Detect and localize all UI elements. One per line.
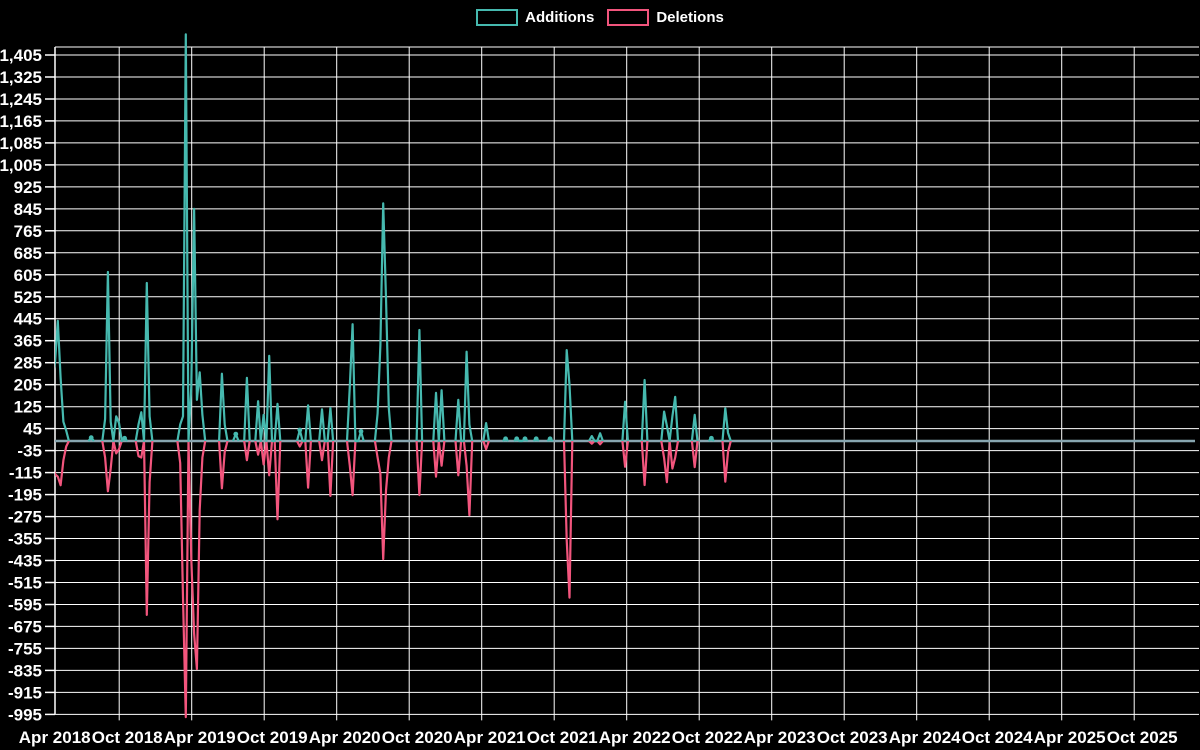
svg-text:Oct 2019: Oct 2019 <box>237 728 308 747</box>
deletions-line <box>55 439 732 719</box>
svg-text:Oct 2023: Oct 2023 <box>817 728 888 747</box>
svg-text:125: 125 <box>14 398 42 417</box>
deletions-swatch-icon <box>607 9 650 26</box>
svg-text:Oct 2020: Oct 2020 <box>382 728 453 747</box>
svg-text:-755: -755 <box>8 639 42 658</box>
svg-text:1,245: 1,245 <box>0 90 42 109</box>
svg-text:-275: -275 <box>8 508 42 527</box>
y-grid-and-labels: 1,405 1,325 1,245 1,165 1,085 1,005 925 845 765 6… <box>0 46 1199 724</box>
svg-text:765: 765 <box>14 222 42 241</box>
svg-text:Apr 2019: Apr 2019 <box>164 728 236 747</box>
svg-text:-595: -595 <box>8 596 42 615</box>
svg-text:-675: -675 <box>8 617 42 636</box>
svg-text:-915: -915 <box>8 683 42 702</box>
svg-text:45: 45 <box>23 420 42 439</box>
legend-item-deletions[interactable]: Deletions <box>607 9 724 26</box>
additions-line <box>55 33 732 443</box>
svg-text:Apr 2024: Apr 2024 <box>889 728 961 747</box>
svg-text:-995: -995 <box>8 705 42 724</box>
svg-text:-515: -515 <box>8 574 42 593</box>
svg-text:Oct 2024: Oct 2024 <box>962 728 1033 747</box>
legend-item-additions[interactable]: Additions <box>476 9 594 26</box>
svg-text:Apr 2023: Apr 2023 <box>744 728 816 747</box>
svg-text:Apr 2025: Apr 2025 <box>1034 728 1106 747</box>
x-grid-and-labels: Apr 2018 Oct 2018 Apr 2019 Oct 2019 Apr 2020… <box>19 47 1178 747</box>
svg-text:845: 845 <box>14 200 42 219</box>
svg-text:925: 925 <box>14 178 42 197</box>
point-markers <box>88 427 714 442</box>
svg-text:365: 365 <box>14 332 42 351</box>
svg-text:Apr 2018: Apr 2018 <box>19 728 91 747</box>
chart-legend: Additions Deletions <box>0 9 1200 26</box>
svg-text:-435: -435 <box>8 552 42 571</box>
svg-text:1,165: 1,165 <box>0 112 42 131</box>
svg-text:-835: -835 <box>8 661 42 680</box>
svg-text:Apr 2021: Apr 2021 <box>454 728 526 747</box>
svg-text:285: 285 <box>14 354 42 373</box>
svg-text:205: 205 <box>14 376 42 395</box>
svg-text:1,005: 1,005 <box>0 156 42 175</box>
additions-swatch-icon <box>476 9 519 26</box>
svg-text:Oct 2025: Oct 2025 <box>1107 728 1178 747</box>
svg-text:525: 525 <box>14 288 42 307</box>
deletions-legend-label: Deletions <box>656 9 724 26</box>
svg-text:605: 605 <box>14 266 42 285</box>
svg-text:Oct 2021: Oct 2021 <box>527 728 598 747</box>
svg-text:1,405: 1,405 <box>0 46 42 65</box>
svg-text:-195: -195 <box>8 486 42 505</box>
svg-text:Oct 2018: Oct 2018 <box>92 728 163 747</box>
svg-text:Apr 2022: Apr 2022 <box>599 728 671 747</box>
svg-text:Oct 2022: Oct 2022 <box>672 728 743 747</box>
svg-text:-115: -115 <box>9 464 42 483</box>
svg-text:685: 685 <box>14 244 42 263</box>
svg-text:Apr 2020: Apr 2020 <box>309 728 381 747</box>
svg-text:445: 445 <box>14 310 42 329</box>
additions-legend-label: Additions <box>525 9 595 26</box>
svg-text:-355: -355 <box>8 530 42 549</box>
svg-text:-35: -35 <box>17 442 42 461</box>
svg-text:1,325: 1,325 <box>0 68 42 87</box>
svg-text:1,085: 1,085 <box>0 134 42 153</box>
